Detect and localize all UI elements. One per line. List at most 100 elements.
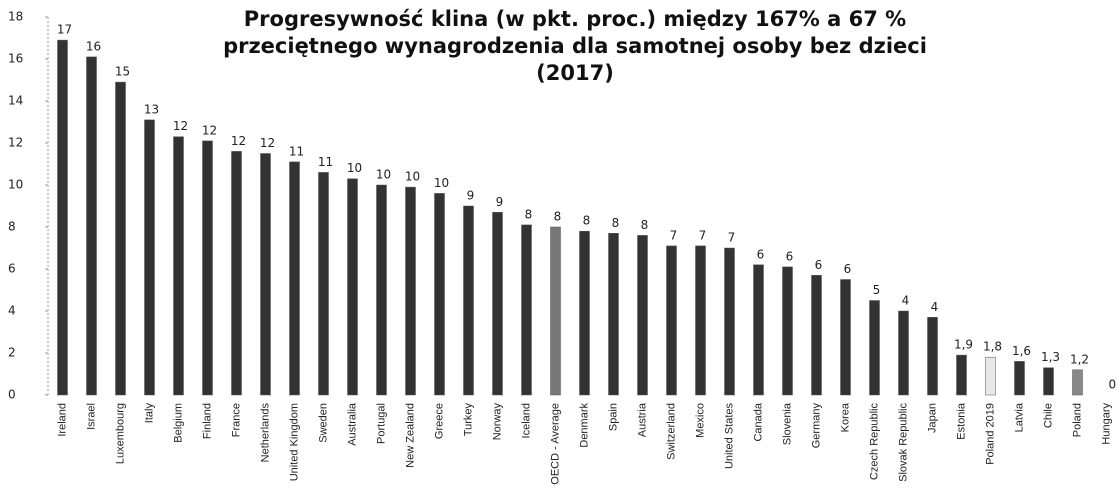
x-tick-label: Czech Republic [868,403,880,481]
value-label: 12 [173,119,188,133]
bar [463,205,474,396]
value-label: 4 [931,300,939,314]
y-tick-label: 8 [8,220,16,234]
x-tick-label: Portugal [375,403,387,444]
x-tick-label: Netherlands [259,403,271,463]
value-label: 13 [144,102,159,116]
x-tick-label: Austria [636,402,648,437]
bar [521,224,532,396]
y-tick-label: 18 [8,10,23,24]
y-tick-label: 16 [8,52,23,66]
x-tick-label: OECD - Average [549,403,561,485]
value-label: 10 [347,161,362,175]
bar [695,245,706,396]
value-label: 1,8 [983,340,1002,354]
x-tick-label: Turkey [462,403,474,437]
bar [840,279,851,396]
x-tick-label: Slovenia [781,402,793,445]
bar [144,119,155,396]
bar [1043,367,1054,396]
value-label: 6 [786,249,794,263]
value-label: 5 [873,283,881,297]
bar [579,230,590,396]
x-tick-label: United Kingdom [288,403,300,481]
value-label: 8 [525,207,533,221]
bar [86,56,97,396]
x-tick-label: Israel [85,403,97,430]
x-tick-label: Sweden [317,403,329,443]
x-tick-label: Slovak Republic [897,403,909,482]
x-tick-label: Finland [201,403,213,439]
value-label: 1,2 [1070,352,1089,366]
x-tick-label: Japan [926,403,938,433]
value-label: 8 [583,214,591,228]
chart-title: Progresywność klina (w pkt. proc.) międz… [244,7,906,31]
y-tick-label: 2 [8,346,16,360]
value-label: 6 [815,258,823,272]
value-label: 1,9 [954,338,973,352]
x-tick-label: Luxembourg [114,403,126,464]
x-tick-label: Germany [810,403,822,449]
x-tick-label: Hungary [1100,403,1112,445]
bar [985,356,996,396]
value-label: 8 [641,218,649,232]
value-label: 4 [902,294,910,308]
value-label: 6 [844,262,852,276]
y-tick-label: 12 [8,136,23,150]
value-label: 9 [496,195,504,209]
bar [347,178,358,396]
bar [289,161,300,396]
bar [927,317,938,396]
value-label: 12 [202,123,217,137]
value-label: 0,0 [1109,378,1117,392]
value-label: 10 [405,170,420,184]
bar [318,172,329,396]
x-tick-label: Belgium [172,403,184,443]
x-tick-label: Poland [1071,403,1083,437]
x-tick-label: Denmark [578,403,590,448]
x-tick-label: Italy [143,403,155,424]
bar [666,245,677,396]
value-label: 6 [757,247,765,261]
x-tick-label: Estonia [955,402,967,440]
value-label: 8 [612,216,620,230]
value-label: 17 [57,23,72,37]
y-tick-label: 4 [8,304,16,318]
x-tick-label: Spain [607,403,619,431]
x-tick-label: Mexico [694,403,706,438]
bar [202,140,213,396]
x-tick-label: Greece [433,403,445,439]
bar [782,266,793,396]
bar [57,39,68,396]
bar [1072,369,1083,396]
bar [492,212,503,396]
value-label: 10 [434,176,449,190]
bar [898,310,909,396]
chart-title: przeciętnego wynagrodzenia dla samotnej … [223,34,927,58]
value-label: 11 [318,155,333,169]
bar [231,151,242,396]
bar [1014,361,1025,396]
bar [115,81,126,396]
bar [376,184,387,396]
value-label: 10 [376,168,391,182]
value-label: 16 [86,39,101,53]
bar [608,233,619,396]
x-tick-label: Latvia [1013,402,1025,432]
x-tick-label: Australia [346,402,358,446]
bar [405,186,416,396]
value-label: 7 [670,228,678,242]
x-tick-label: Iceland [520,403,532,438]
x-tick-label: Korea [839,402,851,432]
value-label: 7 [728,231,736,245]
bar [753,264,764,396]
value-label: 1,6 [1012,344,1031,358]
bar [173,136,184,396]
value-label: 12 [260,136,275,150]
x-tick-label: France [230,403,242,437]
bar [869,300,880,396]
bar [811,275,822,396]
y-tick-label: 10 [8,178,23,192]
x-tick-label: Canada [752,402,764,441]
